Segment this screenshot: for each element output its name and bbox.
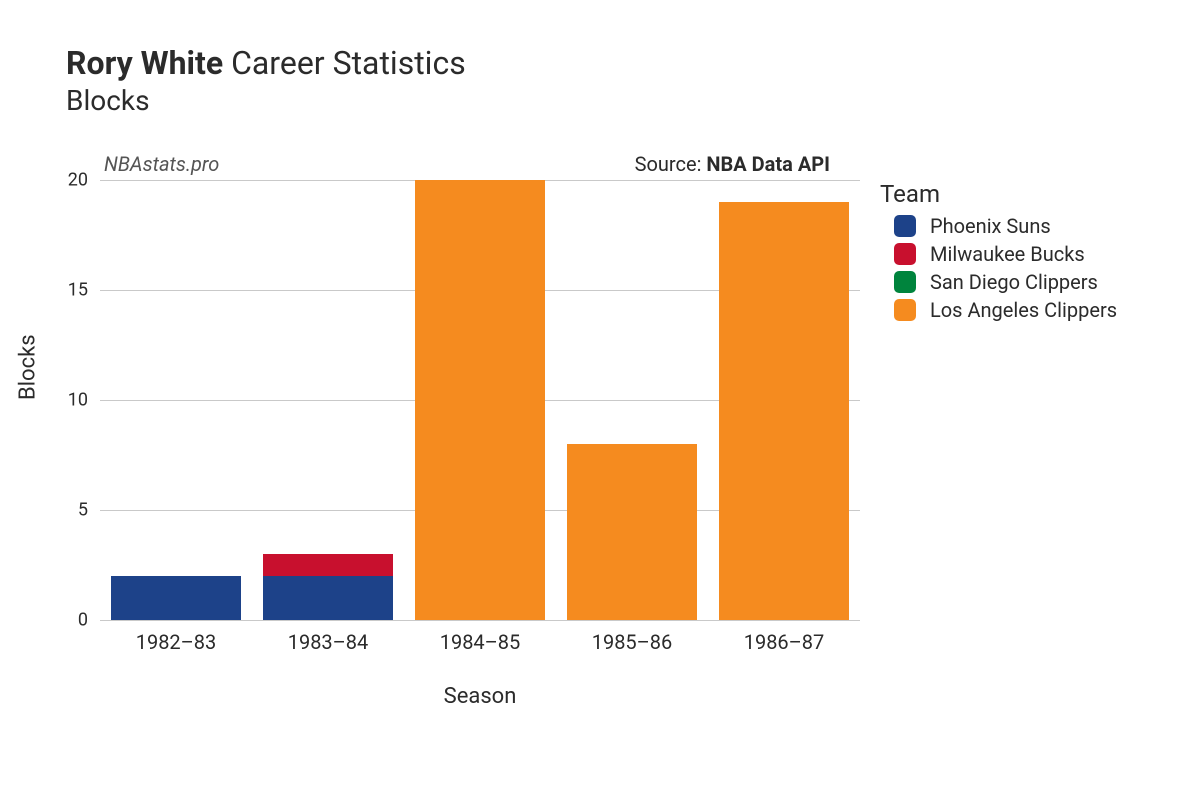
- x-tick-label: 1982–83: [136, 620, 217, 654]
- y-tick-label: 0: [60, 610, 100, 631]
- y-tick-label: 15: [60, 280, 100, 301]
- bar-segment: [263, 576, 394, 620]
- legend-label: Milwaukee Bucks: [930, 242, 1085, 266]
- bar-segment: [719, 202, 850, 620]
- chart-title: Rory White Career Statistics: [66, 44, 466, 82]
- player-name: Rory White: [66, 44, 223, 82]
- source-name: NBA Data API: [706, 152, 830, 176]
- x-tick-label: 1983–84: [288, 620, 369, 654]
- bar-segment: [263, 554, 394, 576]
- y-tick-label: 5: [60, 500, 100, 521]
- source-label: Source: NBA Data API: [635, 152, 830, 176]
- source-prefix: Source:: [635, 152, 707, 176]
- chart-container: Rory White Career Statistics Blocks NBAs…: [0, 0, 1200, 800]
- legend-swatch: [894, 215, 916, 237]
- legend-label: San Diego Clippers: [930, 270, 1098, 294]
- attribution-text: NBAstats.pro: [104, 152, 219, 176]
- legend-item: Los Angeles Clippers: [894, 298, 1117, 322]
- bar-1986–87: [719, 202, 850, 620]
- bar-segment: [415, 180, 546, 620]
- y-tick-label: 10: [60, 390, 100, 411]
- bar-1985–86: [567, 444, 698, 620]
- title-block: Rory White Career Statistics Blocks: [66, 44, 466, 117]
- bar-segment: [567, 444, 698, 620]
- x-tick-label: 1984–85: [440, 620, 521, 654]
- x-tick-label: 1986–87: [744, 620, 825, 654]
- x-axis-label: Season: [444, 684, 517, 709]
- legend-label: Los Angeles Clippers: [930, 298, 1117, 322]
- legend: Team Phoenix Suns Milwaukee Bucks San Dieg…: [880, 180, 1117, 326]
- legend-item: Milwaukee Bucks: [894, 242, 1117, 266]
- bar-segment: [111, 576, 242, 620]
- y-tick-label: 20: [60, 170, 100, 191]
- bar-1983–84: [263, 554, 394, 620]
- legend-title: Team: [880, 180, 1117, 208]
- legend-swatch: [894, 299, 916, 321]
- bar-1982–83: [111, 576, 242, 620]
- y-axis-label: Blocks: [16, 334, 41, 400]
- legend-item: San Diego Clippers: [894, 270, 1117, 294]
- title-suffix: Career Statistics: [231, 44, 466, 82]
- legend-item: Phoenix Suns: [894, 214, 1117, 238]
- legend-label: Phoenix Suns: [930, 214, 1051, 238]
- legend-swatch: [894, 271, 916, 293]
- chart-subtitle: Blocks: [66, 84, 466, 117]
- plot-area: 051015201982–831983–841984–851985–861986…: [100, 180, 860, 620]
- bar-1984–85: [415, 180, 546, 620]
- legend-swatch: [894, 243, 916, 265]
- x-tick-label: 1985–86: [592, 620, 673, 654]
